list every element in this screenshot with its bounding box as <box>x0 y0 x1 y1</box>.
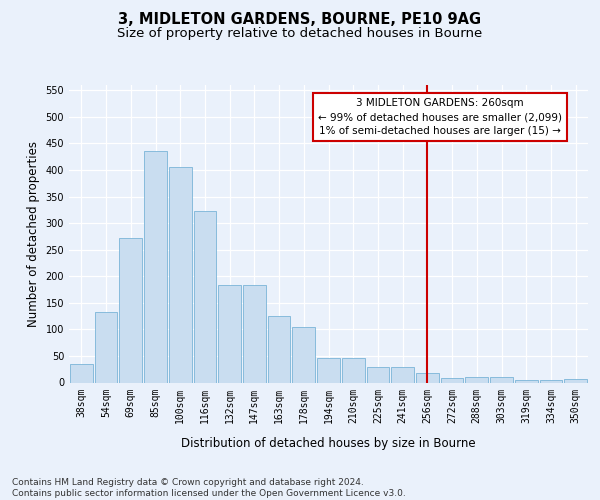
Bar <box>441 378 463 382</box>
Bar <box>144 152 167 382</box>
Y-axis label: Number of detached properties: Number of detached properties <box>27 141 40 327</box>
Bar <box>539 380 562 382</box>
Text: Contains HM Land Registry data © Crown copyright and database right 2024.
Contai: Contains HM Land Registry data © Crown c… <box>12 478 406 498</box>
Bar <box>466 377 488 382</box>
Bar <box>367 367 389 382</box>
Text: Size of property relative to detached houses in Bourne: Size of property relative to detached ho… <box>118 27 482 40</box>
Bar <box>564 380 587 382</box>
Bar <box>391 367 414 382</box>
Bar <box>194 212 216 382</box>
Bar <box>268 316 290 382</box>
Bar <box>119 238 142 382</box>
Text: 3 MIDLETON GARDENS: 260sqm
← 99% of detached houses are smaller (2,099)
1% of se: 3 MIDLETON GARDENS: 260sqm ← 99% of deta… <box>318 98 562 136</box>
Bar <box>243 285 266 382</box>
Bar <box>169 168 191 382</box>
Text: 3, MIDLETON GARDENS, BOURNE, PE10 9AG: 3, MIDLETON GARDENS, BOURNE, PE10 9AG <box>118 12 482 28</box>
Bar <box>317 358 340 382</box>
Bar <box>342 358 365 382</box>
Bar <box>218 285 241 382</box>
Bar <box>416 374 439 382</box>
Text: Distribution of detached houses by size in Bourne: Distribution of detached houses by size … <box>181 438 476 450</box>
Bar <box>70 364 93 382</box>
Bar <box>292 326 315 382</box>
Bar <box>490 377 513 382</box>
Bar <box>95 312 118 382</box>
Bar <box>515 380 538 382</box>
